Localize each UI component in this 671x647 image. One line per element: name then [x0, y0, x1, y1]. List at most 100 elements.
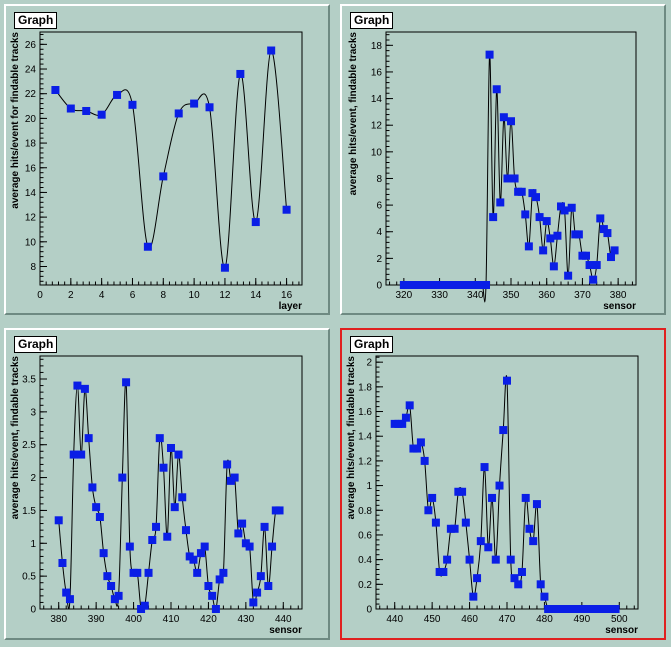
data-point	[567, 203, 576, 212]
data-point	[413, 444, 422, 453]
y-tick-label: 8	[376, 174, 382, 185]
y-tick-label: 0	[30, 605, 36, 616]
data-point	[66, 104, 75, 113]
y-tick-label: 0.4	[358, 555, 372, 566]
data-point	[264, 582, 273, 590]
x-axis-label: sensor	[605, 625, 638, 636]
data-point	[506, 555, 515, 564]
x-tick-label: 380	[610, 290, 627, 301]
data-point	[603, 229, 612, 238]
data-point	[495, 481, 504, 490]
x-tick-label: 490	[574, 614, 591, 625]
data-point	[405, 401, 414, 410]
x-tick-label: 2	[68, 290, 74, 301]
x-tick-label: 400	[125, 614, 142, 625]
pad-title: Graph	[14, 12, 58, 29]
data-point	[219, 568, 228, 577]
y-tick-label: 18	[371, 41, 383, 52]
y-tick-label: 0.6	[358, 530, 372, 541]
data-point	[510, 174, 519, 183]
y-tick-label: 0.2	[358, 580, 372, 591]
y-tick-label: 2	[376, 254, 382, 265]
data-point	[585, 261, 594, 270]
data-point	[77, 450, 86, 459]
y-tick-label: 6	[376, 201, 382, 212]
data-point	[103, 572, 112, 581]
y-axis-label: average hits/event, findable tracks	[346, 356, 357, 520]
x-tick-label: 370	[574, 290, 591, 301]
data-point	[95, 513, 104, 521]
plot-frame	[39, 355, 303, 610]
data-point	[611, 605, 620, 613]
y-axis-label: average hits/event, findable tracks	[348, 32, 359, 196]
data-point	[458, 487, 467, 496]
data-point	[503, 376, 511, 385]
y-tick-label: 1.4	[358, 432, 372, 443]
y-tick-label: 12	[371, 121, 383, 132]
y-tick-label: 1.5	[22, 506, 36, 517]
y-tick-label: 3.5	[22, 375, 36, 386]
data-point	[521, 210, 530, 219]
data-point	[230, 473, 239, 482]
y-tick-label: 1	[30, 539, 36, 550]
data-point	[62, 588, 71, 597]
x-tick-label: 6	[130, 290, 136, 301]
data-point	[546, 234, 555, 243]
data-point	[118, 473, 127, 482]
data-point	[480, 463, 489, 472]
y-tick-label: 14	[25, 188, 37, 199]
y-tick-label: 18	[25, 139, 37, 150]
x-tick-label: 0	[37, 290, 43, 301]
x-axis-label: sensor	[603, 301, 636, 312]
data-point	[107, 582, 116, 590]
data-point	[524, 242, 533, 251]
x-tick-label: 380	[50, 614, 67, 625]
data-point	[193, 568, 202, 577]
x-tick-label: 470	[499, 614, 516, 625]
data-point	[208, 591, 217, 600]
x-tick-label: 430	[238, 614, 255, 625]
data-point	[113, 90, 122, 99]
y-tick-label: 22	[25, 89, 37, 100]
y-tick-label: 4	[376, 227, 382, 238]
graph-pad-sensor-320-379[interactable]: 320 330 340 350 360 370 380 0 2 4 6 8 10 12 14 16 18 sens…	[340, 4, 666, 315]
x-tick-label: 440	[386, 614, 403, 625]
y-tick-label: 14	[371, 94, 383, 105]
x-tick-label: 410	[163, 614, 180, 625]
y-tick-label: 8	[30, 262, 36, 273]
data-point	[499, 113, 508, 122]
data-point	[476, 537, 485, 546]
series-line	[394, 375, 616, 611]
data-point	[69, 450, 78, 459]
y-tick-label: 2.5	[22, 440, 36, 451]
data-point	[275, 506, 284, 515]
data-point	[536, 580, 545, 589]
data-point	[256, 572, 265, 581]
data-point	[589, 275, 598, 284]
data-point	[211, 605, 220, 613]
x-tick-label: 330	[431, 290, 448, 301]
data-point	[473, 574, 482, 583]
data-point	[529, 537, 538, 546]
data-point	[574, 230, 583, 239]
graph-pad-sensor-380-439[interactable]: 380 390 400 410 420 430 440 0 0.5 1 1.5 2 2.5 3 3.5 sen…	[4, 328, 330, 640]
data-point	[461, 518, 470, 527]
graph-pad-sensor-440-499[interactable]: 440 450 460 470 480 490 500 0 0.2 0.4 0.6 0.8 1 1.2 1.…	[340, 328, 666, 640]
data-point	[163, 532, 172, 541]
data-point	[489, 213, 498, 222]
data-point	[553, 231, 562, 240]
y-tick-label: 1.6	[358, 407, 372, 418]
x-axis-label: sensor	[269, 625, 302, 636]
x-tick-label: 320	[396, 290, 413, 301]
x-tick-label: 360	[538, 290, 555, 301]
data-point	[73, 381, 82, 390]
x-tick-label: 4	[99, 290, 105, 301]
data-point	[431, 518, 440, 527]
data-point	[234, 529, 243, 538]
graph-pad-layer[interactable]: 0 2 4 6 8 10 12 14 16 8 10 12 14 16 18 20 22 24 26 layer ave…	[4, 4, 330, 315]
data-point	[140, 601, 149, 610]
data-point	[152, 522, 161, 531]
series-line	[55, 50, 288, 269]
data-point	[482, 281, 490, 289]
data-point	[596, 214, 605, 223]
